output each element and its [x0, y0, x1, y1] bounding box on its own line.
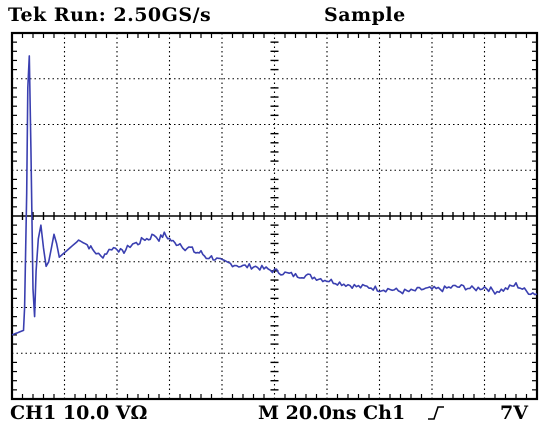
- trigger-level-readout: 7V: [500, 402, 528, 424]
- channel-scale-readout: CH1 10.0 VΩ: [10, 402, 148, 424]
- rising-edge-icon: [428, 406, 444, 420]
- timebase-readout: M 20.0ns Ch1: [258, 402, 406, 424]
- ch1-waveform-trace: [11, 55, 538, 336]
- acquisition-status: Tek Run: 2.50GS/s: [8, 4, 212, 26]
- acquisition-mode: Sample: [324, 4, 406, 26]
